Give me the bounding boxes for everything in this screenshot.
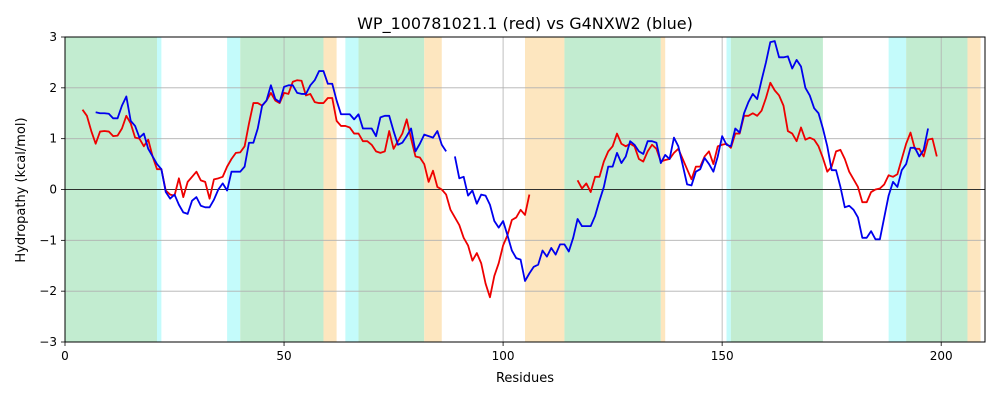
- y-tick-label: −2: [39, 284, 57, 298]
- x-tick-label: 100: [492, 349, 515, 363]
- series-lines: [81, 40, 938, 299]
- chart-title: WP_100781021.1 (red) vs G4NXW2 (blue): [357, 14, 693, 34]
- x-axis-ticks: 0 50 100 150 200: [61, 342, 953, 363]
- x-tick-label: 50: [276, 349, 291, 363]
- y-tick-label: 3: [49, 30, 57, 44]
- y-tick-label: −3: [39, 335, 57, 349]
- y-tick-label: −1: [39, 233, 57, 247]
- x-axis-label: Residues: [496, 371, 554, 386]
- y-axis-label: Hydropathy (kcal/mol): [14, 117, 29, 262]
- y-tick-label: 2: [49, 81, 57, 95]
- y-tick-label: 0: [49, 183, 57, 197]
- series-0-segment-0: [81, 79, 531, 299]
- series-0-segment-1: [576, 81, 938, 204]
- y-axis-ticks: −3 −2 −1 0 1 2 3: [39, 30, 65, 349]
- series-1-segment-1: [454, 40, 929, 282]
- x-tick-label: 150: [711, 349, 734, 363]
- x-tick-label: 200: [930, 349, 953, 363]
- y-tick-label: 1: [49, 132, 57, 146]
- series-1-segment-0: [95, 70, 447, 215]
- x-tick-label: 0: [61, 349, 69, 363]
